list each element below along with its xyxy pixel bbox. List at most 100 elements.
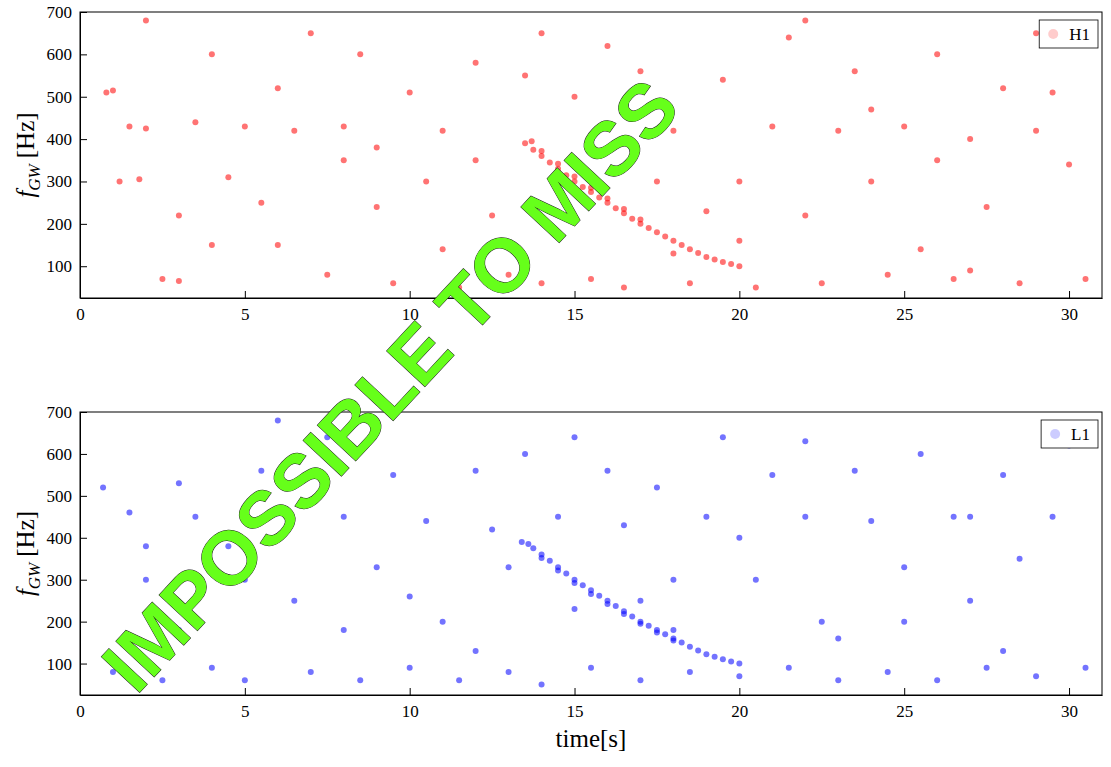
tick: 20 [731,688,748,721]
point [670,251,676,257]
point [687,644,693,650]
point [703,514,709,520]
tick-mark [80,454,87,455]
point [572,606,578,612]
point [720,656,726,662]
point [440,246,446,252]
tick-label: 700 [47,403,73,422]
point [679,640,685,646]
point [341,627,347,633]
point [1017,280,1023,286]
axis-line [81,298,1103,299]
point [539,148,545,154]
point [596,593,602,599]
y-axis-title-unit: [Hz] [12,511,39,557]
tick-label: 300 [47,172,73,191]
point [769,123,775,129]
point [736,673,742,679]
point [604,43,610,49]
y-axis: 100200300400500600700 [47,3,88,299]
point [539,30,545,36]
point [901,564,907,570]
point [687,246,693,252]
point [852,468,858,474]
point [604,468,610,474]
tick-label: 5 [241,702,250,721]
point [117,178,123,184]
point [588,591,594,597]
tick-mark [1069,688,1070,695]
point [637,621,643,627]
point [563,570,569,576]
point [662,234,668,240]
point [629,216,635,222]
tick-mark [245,291,246,298]
point [341,514,347,520]
point [901,619,907,625]
point [159,276,165,282]
point [695,648,701,654]
point [506,669,512,675]
point [852,68,858,74]
tick: 400 [47,130,88,149]
tick-label: 0 [76,702,85,721]
point [621,206,627,212]
point [374,145,380,151]
tick-label: 30 [1061,305,1078,324]
tick-mark [80,266,87,267]
tick-label: 10 [402,702,419,721]
tick-mark [80,224,87,225]
point [209,665,215,671]
point [934,51,940,57]
point [868,518,874,524]
point [539,555,545,561]
tick-label: 300 [47,571,73,590]
point [802,17,808,23]
point [522,451,528,457]
tick-label: 600 [47,45,73,64]
point [670,238,676,244]
tick: 700 [47,403,88,422]
tick-label: 15 [567,702,584,721]
tick: 15 [567,688,584,721]
point [390,472,396,478]
point [209,51,215,57]
point [819,280,825,286]
tick-label: 500 [47,487,73,506]
point [258,200,264,206]
point [275,242,281,248]
tick: 20 [731,291,748,324]
point [720,77,726,83]
tick: 100 [47,257,88,276]
legend-marker [1048,29,1058,39]
point [720,434,726,440]
tick-mark [410,291,411,298]
point [654,229,660,235]
point [341,157,347,163]
point [786,665,792,671]
tick-label: 25 [896,305,913,324]
tick: 500 [47,88,88,107]
tick: 25 [896,291,913,324]
point [110,87,116,93]
y-axis-title: fGW[Hz] [12,112,44,197]
point [885,272,891,278]
point [588,276,594,282]
point [103,90,109,96]
tick-label: 100 [47,654,73,673]
point [621,611,627,617]
axis-line [80,413,81,696]
point [1050,90,1056,96]
tick: 500 [47,487,88,506]
watermark: IMPOSSIBLE TO MISS [86,63,694,707]
figure: 051015202530100200300400500600700fGW[Hz]… [0,0,1111,767]
point [1050,514,1056,520]
point [176,480,182,486]
tick-mark [80,181,87,182]
point [324,272,330,278]
tick-mark [410,688,411,695]
point [308,669,314,675]
point [1066,162,1072,168]
point [662,631,668,637]
point [967,514,973,520]
